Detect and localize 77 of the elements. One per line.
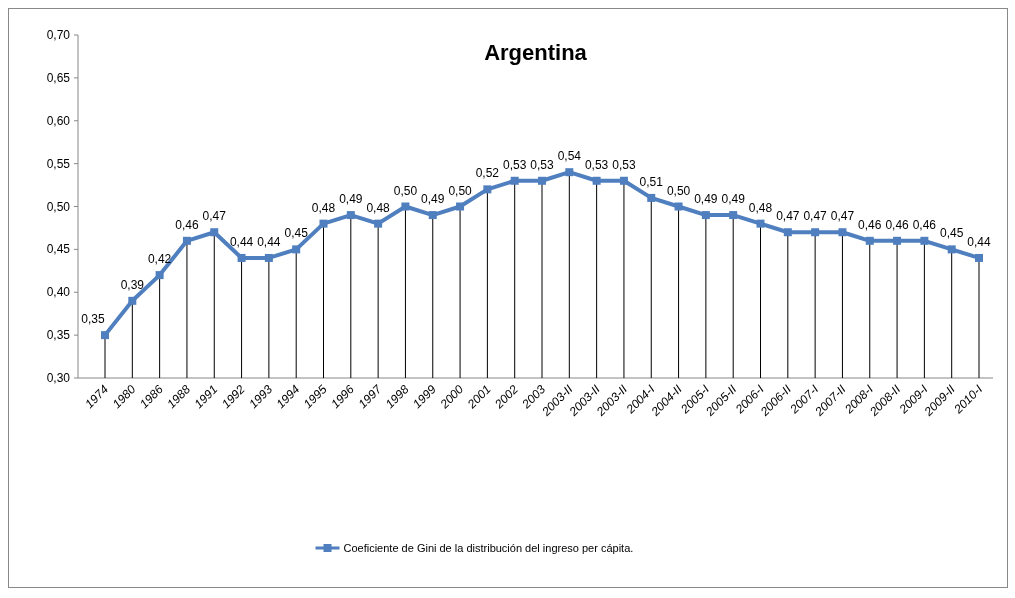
data-label: 0,52 — [475, 166, 500, 181]
point — [756, 219, 765, 228]
data-label: 0,53 — [530, 157, 554, 172]
point — [701, 211, 710, 220]
data-label: 0,39 — [120, 277, 145, 292]
data-label: 0,50 — [393, 183, 418, 198]
data-label: 0,49 — [721, 192, 746, 207]
y-tick-label: 0,35 — [46, 328, 71, 343]
point — [264, 253, 273, 262]
y-tick-label: 0,45 — [46, 242, 71, 257]
point — [811, 228, 820, 237]
data-label: 0,48 — [748, 200, 773, 215]
point — [483, 185, 492, 194]
chart-title: Argentina — [484, 40, 588, 65]
point — [619, 176, 628, 185]
point — [893, 236, 902, 245]
point — [975, 253, 983, 262]
point — [647, 193, 656, 202]
legend-label: Coeficiente de Gini de la distribución del ingreso per cápita. — [343, 542, 634, 554]
point — [538, 176, 546, 185]
point — [510, 176, 519, 185]
data-label: 0,50 — [448, 183, 473, 198]
point — [237, 253, 246, 262]
point — [947, 245, 956, 254]
data-label: 0,46 — [175, 217, 199, 232]
y-tick-label: 0,30 — [46, 371, 71, 385]
point — [128, 296, 137, 305]
y-tick-label: 0,65 — [46, 70, 71, 85]
point — [319, 219, 328, 228]
data-label: 0,48 — [366, 200, 391, 215]
data-label: 0,44 — [257, 234, 281, 249]
data-label: 0,47 — [776, 209, 800, 224]
point — [783, 228, 792, 237]
data-label: 0,53 — [503, 157, 527, 172]
data-label: 0,53 — [584, 157, 609, 172]
data-label: 0,51 — [639, 174, 664, 189]
y-tick-label: 0,50 — [46, 199, 71, 214]
data-label: 0,50 — [666, 183, 691, 198]
data-label: 0,49 — [421, 192, 445, 207]
y-tick-label: 0,55 — [46, 156, 71, 171]
data-label: 0,49 — [339, 192, 363, 207]
point — [565, 168, 574, 177]
point — [456, 202, 465, 211]
point — [920, 236, 929, 245]
data-label: 0,35 — [81, 312, 105, 327]
data-label: 0,47 — [803, 209, 828, 224]
data-label: 0,46 — [885, 217, 910, 232]
data-label: 0,42 — [147, 252, 172, 267]
data-label: 0,48 — [311, 200, 336, 215]
point — [401, 202, 410, 211]
point — [155, 271, 164, 280]
y-tick-label: 0,40 — [46, 285, 71, 300]
data-label: 0,47 — [202, 209, 227, 224]
data-label: 0,46 — [912, 217, 937, 232]
data-label: 0,44 — [229, 234, 254, 249]
data-label: 0,49 — [694, 192, 718, 207]
point — [428, 211, 437, 220]
point — [292, 245, 301, 254]
y-tick-label: 0,60 — [46, 113, 71, 128]
data-label: 0,45 — [284, 226, 309, 241]
y-tick-label: 0,70 — [46, 28, 71, 42]
point — [101, 331, 109, 340]
data-label: 0,53 — [612, 157, 636, 172]
data-label: 0,47 — [830, 209, 855, 224]
point — [346, 211, 355, 220]
data-label: 0,45 — [940, 226, 964, 241]
point — [674, 202, 683, 211]
data-label: 0,54 — [557, 149, 582, 164]
point — [182, 236, 191, 245]
point — [865, 236, 874, 245]
point — [592, 176, 601, 185]
point — [729, 211, 738, 220]
point — [374, 219, 383, 228]
point — [838, 228, 847, 237]
point — [210, 228, 219, 237]
data-label: 0,46 — [858, 217, 882, 232]
data-label: 0,44 — [967, 234, 991, 249]
